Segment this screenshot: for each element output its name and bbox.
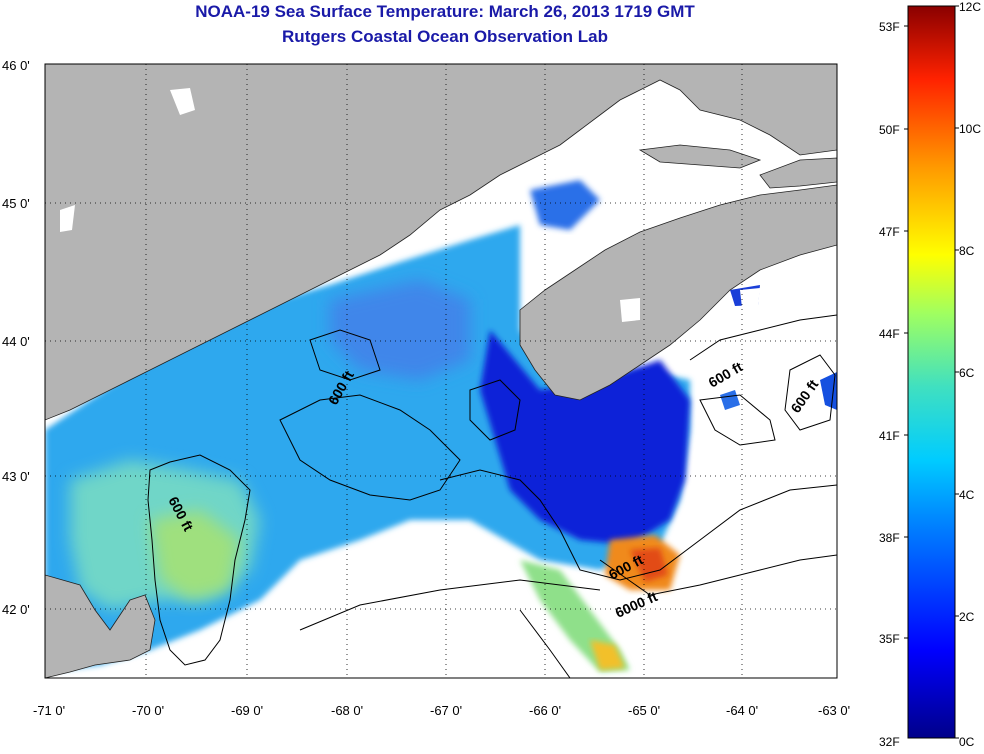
colorbar-f-label: 35F — [879, 632, 900, 646]
lat-label: 42 0' — [2, 602, 30, 617]
colorbar-c-label: 2C — [959, 610, 975, 624]
colorbar-f-label: 41F — [879, 429, 900, 443]
colorbar-f-label: 32F — [879, 735, 900, 749]
bathymetry-contours — [147, 314, 837, 678]
lon-label: -68 0' — [331, 703, 363, 718]
colorbar-c-label: 6C — [959, 366, 975, 380]
lon-label: -66 0' — [529, 703, 561, 718]
colorbar-f-label: 53F — [879, 20, 900, 34]
lon-label: -67 0' — [430, 703, 462, 718]
map-border — [44, 63, 838, 679]
lon-label: -70 0' — [132, 703, 164, 718]
map-subtitle: Rutgers Coastal Ocean Observation Lab — [282, 27, 608, 46]
colorbar-c-label: 8C — [959, 244, 975, 258]
lon-label: -71 0' — [33, 703, 65, 718]
lat-label: 43 0' — [2, 469, 30, 484]
land — [45, 64, 837, 678]
latitude-labels: 46 0' 45 0' 44 0' 43 0' 42 0' — [2, 58, 30, 617]
longitude-labels: -71 0' -70 0' -69 0' -68 0' -67 0' -66 0… — [33, 703, 850, 718]
lon-label: -69 0' — [231, 703, 263, 718]
lat-label: 44 0' — [2, 334, 30, 349]
colorbar-f-label: 38F — [879, 531, 900, 545]
graticule — [45, 64, 837, 678]
lat-label: 45 0' — [2, 196, 30, 211]
colorbar-f-label: 50F — [879, 123, 900, 137]
colorbar-c-label: 10C — [959, 122, 981, 136]
colorbar-c-label: 4C — [959, 488, 975, 502]
colorbar-f-label: 44F — [879, 327, 900, 341]
colorbar-gradient — [907, 5, 956, 739]
map-title: NOAA-19 Sea Surface Temperature: March 2… — [195, 2, 695, 21]
colorbar-c-label: 0C — [959, 735, 975, 749]
lon-label: -65 0' — [628, 703, 660, 718]
colorbar-f-label: 47F — [879, 225, 900, 239]
colorbar: 53F 50F 47F 44F 41F 38F 35F 32F 12C 10C … — [879, 0, 981, 749]
colorbar-c-label: 12C — [959, 0, 981, 14]
lon-label: -64 0' — [726, 703, 758, 718]
lat-label: 46 0' — [2, 58, 30, 73]
lon-label: -63 0' — [818, 703, 850, 718]
